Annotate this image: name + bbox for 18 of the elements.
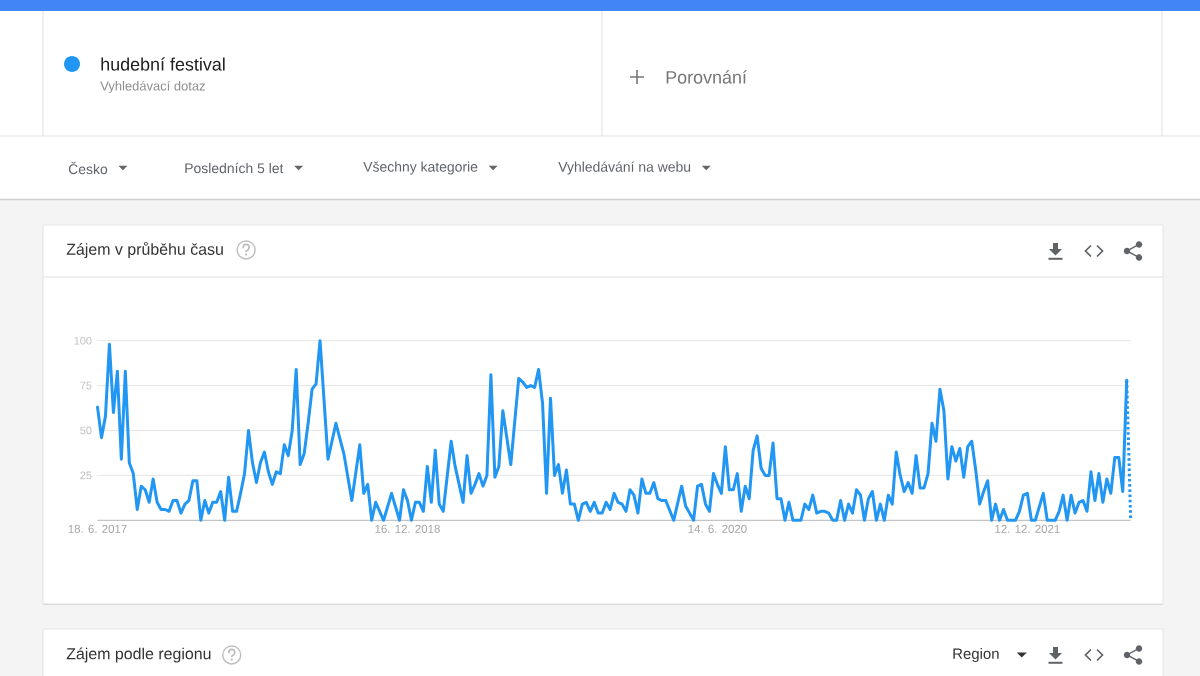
text: Česko [68, 161, 108, 175]
text: Region [953, 648, 999, 662]
text: Všechny kategorie [363, 161, 478, 175]
x-tick-label: 12. 12. 2021 [995, 524, 1060, 533]
y-tick-label: 75 [80, 381, 92, 390]
text: Zájem podle regionu [66, 647, 211, 663]
x-tick-label: 14. 6. 2020 [688, 524, 747, 533]
y-tick-label: 100 [74, 336, 92, 345]
text: Porovnání [666, 70, 747, 84]
y-tick-label: 50 [80, 426, 92, 435]
text: Posledních 5 let [185, 162, 284, 174]
text: Vyhledávací dotaz [100, 80, 205, 94]
text: Vyhledávání na webu [558, 161, 691, 175]
x-tick-label: 16. 12. 2018 [375, 524, 440, 533]
chart-title: Zájem v průběhu času [66, 241, 223, 259]
y-tick-label: 25 [80, 471, 92, 480]
legend-label: hudební festival [101, 57, 225, 71]
x-tick-label: 18. 6. 2017 [68, 524, 127, 533]
